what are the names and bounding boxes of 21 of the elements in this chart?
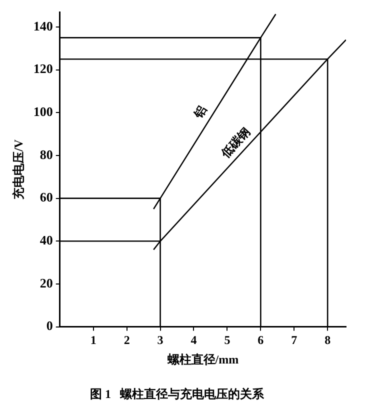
y-tick-label: 80 <box>40 146 53 162</box>
y-tick-label: 120 <box>33 61 53 76</box>
y-axis-title: 充电电压/V <box>11 139 26 200</box>
x-axis-title: 螺柱直径/mm <box>166 352 239 366</box>
y-tick-label: 100 <box>33 104 53 120</box>
x-tick-label: 5 <box>224 333 230 348</box>
x-tick-label: 2 <box>124 333 130 348</box>
y-tick-label: 0 <box>46 318 53 334</box>
text: 低碳钢 <box>218 124 253 162</box>
x-tick-label: 6 <box>258 333 264 348</box>
x-tick-label: 3 <box>157 333 164 348</box>
y-tick-label: 140 <box>33 18 53 34</box>
text: 图 1 螺柱直径与充电电压的关系 <box>90 386 265 401</box>
y-tick-label: 40 <box>40 232 53 248</box>
y-tick-label: 60 <box>40 190 53 205</box>
y-tick-label: 20 <box>40 275 53 290</box>
x-tick-label: 4 <box>190 333 197 348</box>
x-tick-label: 7 <box>291 333 298 348</box>
text: 铝 <box>190 103 210 122</box>
x-tick-label: 8 <box>324 333 331 348</box>
x-tick-label: 1 <box>90 333 96 348</box>
